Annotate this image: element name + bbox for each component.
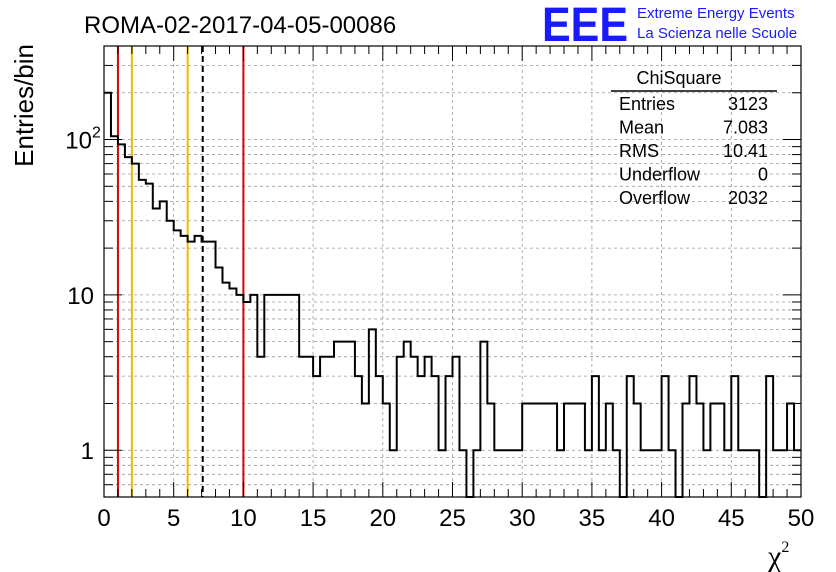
histogram-bin: [250, 295, 257, 497]
axis-ticks: [103, 45, 802, 498]
x-axis-title-base: χ: [767, 540, 782, 572]
histogram-bin: [195, 236, 202, 497]
histogram-bin: [404, 342, 411, 497]
histogram-bin: [299, 357, 306, 497]
histogram-bin: [411, 357, 418, 497]
y-axis-title: Entries/bin: [9, 44, 39, 167]
histogram-bin: [167, 221, 174, 497]
stats-rows: Entries 3123 Mean 7.083 RMS 10.41 Underflow 0 Ov…: [619, 94, 768, 208]
stats-row-label: Overflow: [619, 188, 691, 208]
x-tick-label: 45: [718, 505, 745, 532]
histogram-outline: [104, 91, 801, 498]
stats-row-label: Underflow: [619, 165, 701, 185]
histogram-bin: [181, 236, 188, 497]
histogram-bin: [264, 295, 271, 497]
histogram-bin: [453, 357, 460, 497]
stats-row-value: 10.41: [723, 141, 768, 161]
histogram-bin: [327, 357, 334, 497]
histogram-bin: [689, 376, 696, 497]
histogram-bin: [341, 342, 348, 497]
x-axis-title-sup: 2: [781, 539, 789, 556]
histogram-bin: [369, 329, 376, 497]
x-tick-label: 30: [509, 505, 536, 532]
histogram-bin: [348, 342, 355, 497]
histogram-bin: [222, 283, 229, 497]
histogram-bin: [111, 136, 118, 497]
x-tick-label: 35: [579, 505, 606, 532]
histogram-bin: [209, 242, 216, 497]
vertical-marker-lines: [116, 46, 245, 497]
x-tick-label: 0: [97, 505, 110, 532]
histogram-bin: [306, 357, 313, 497]
histogram-bin: [160, 201, 167, 497]
eee-logo: EEE: [542, 0, 628, 52]
stats-row-value: 3123: [728, 94, 768, 114]
grid: [104, 45, 801, 498]
histogram-bin: [257, 357, 264, 497]
y-tick-label: 10: [67, 283, 94, 310]
stats-row-label: RMS: [619, 141, 659, 161]
stats-row-label: Mean: [619, 118, 664, 138]
histogram-bin: [320, 357, 327, 497]
histogram-bin: [425, 357, 432, 497]
histogram-bin: [731, 376, 738, 497]
stats-row-label: Entries: [619, 94, 675, 114]
histogram-bin: [313, 376, 320, 497]
histogram-bin: [271, 295, 278, 497]
y-tick-label-exp: 2: [92, 125, 101, 142]
histogram-bin: [432, 376, 439, 497]
histogram-bin: [418, 376, 425, 497]
x-tick-label: 25: [439, 505, 466, 532]
histogram-bin: [236, 295, 243, 497]
stats-row-value: 2032: [728, 188, 768, 208]
histogram-bin: [766, 376, 773, 497]
x-tick-label: 5: [167, 505, 180, 532]
histogram-bin: [132, 164, 139, 497]
logo-line1: Extreme Energy Events: [637, 5, 795, 22]
histogram-bin: [334, 342, 341, 497]
histogram-bin: [662, 376, 669, 497]
histogram-bin: [118, 144, 125, 497]
logo-line2: La Scienza nelle Scuole: [637, 25, 797, 42]
histogram-bin: [278, 295, 285, 497]
x-tick-label: 20: [369, 505, 396, 532]
histogram-bin: [285, 295, 292, 497]
x-tick-label: 15: [300, 505, 327, 532]
x-axis-title: χ2: [767, 539, 789, 572]
x-tick-label: 10: [230, 505, 257, 532]
histogram-bin: [188, 242, 195, 497]
histogram-bin: [480, 342, 487, 497]
histogram-bin: [355, 376, 362, 497]
histogram: [104, 91, 801, 498]
x-tick-label: 40: [648, 505, 675, 532]
histogram-bin: [627, 376, 634, 497]
y-tick-label: 1: [81, 438, 94, 465]
histogram-bin: [376, 376, 383, 497]
x-tick-label: 50: [788, 505, 815, 532]
stats-title: ChiSquare: [636, 68, 721, 88]
histogram-bin: [139, 180, 146, 497]
histogram-bin: [292, 295, 299, 497]
stats-row-value: 7.083: [723, 118, 768, 138]
histogram-bin: [125, 157, 132, 497]
histogram-bin: [243, 302, 250, 497]
histogram-bin: [446, 376, 453, 497]
stats-row-value: 0: [758, 165, 768, 185]
y-tick-label: 10: [65, 128, 92, 155]
histogram-bin: [229, 288, 236, 497]
stats-box: ChiSquare Entries 3123 Mean 7.083 RMS 10.41 Un…: [611, 68, 777, 208]
histogram-bin: [153, 208, 160, 497]
histogram-bin: [592, 376, 599, 497]
histogram-bin: [397, 357, 404, 497]
run-title: ROMA-02-2017-04-05-00086: [84, 12, 396, 39]
